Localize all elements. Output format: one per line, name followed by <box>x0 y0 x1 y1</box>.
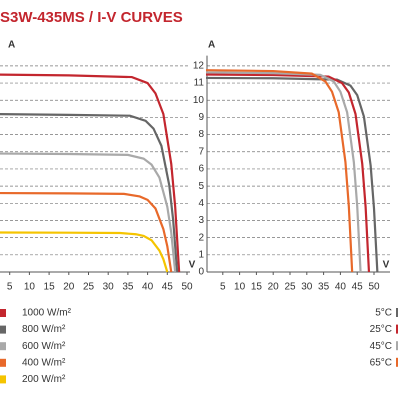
x-tick-label: 5 <box>7 282 13 293</box>
y-tick-label: 4 <box>198 198 204 209</box>
x-tick-label: 35 <box>122 282 134 293</box>
y-tick-label: 5 <box>198 181 204 192</box>
legend-swatch <box>396 341 398 351</box>
iv-curve <box>0 152 177 273</box>
x-tick-label: 25 <box>83 282 95 293</box>
x-tick-label: 50 <box>181 282 193 293</box>
page-title: S3W-435MS / I-V CURVES <box>0 9 183 26</box>
x-tick-label: 40 <box>335 282 347 293</box>
legend-swatch <box>396 357 398 367</box>
x-tick-label: 45 <box>352 282 364 293</box>
y-axis-label: A <box>8 40 15 51</box>
y-tick-label: 11 <box>194 78 205 89</box>
legend-label: 1000 W/m² <box>22 308 72 319</box>
iv-curve <box>0 73 181 273</box>
y-tick-label: 3 <box>198 215 204 226</box>
legend-swatch <box>396 324 398 334</box>
y-tick-label: 12 <box>193 61 205 72</box>
iv-curve <box>0 231 169 273</box>
y-tick-label: 6 <box>198 164 204 175</box>
x-tick-label: 35 <box>318 282 330 293</box>
legend-label: 600 W/m² <box>22 341 66 352</box>
iv-curve <box>205 76 379 273</box>
y-tick-label: 1 <box>198 249 204 260</box>
x-tick-label: 25 <box>284 282 296 293</box>
legend-swatch <box>0 375 6 384</box>
x-tick-label: 15 <box>44 282 56 293</box>
legend-swatch <box>0 358 6 367</box>
x-tick-label: 45 <box>162 282 174 293</box>
iv-curve <box>205 71 362 273</box>
iv-curve <box>0 112 179 273</box>
legend-label: 400 W/m² <box>22 357 66 368</box>
legend-label: 800 W/m² <box>22 324 66 335</box>
x-axis-label: V <box>189 260 196 271</box>
legend-swatch <box>396 308 398 317</box>
iv-curve <box>0 191 173 273</box>
x-tick-label: 15 <box>251 282 263 293</box>
x-tick-label: 50 <box>368 282 380 293</box>
y-tick-label: 10 <box>193 95 205 106</box>
x-tick-label: 20 <box>268 282 280 293</box>
legend-swatch <box>0 325 6 334</box>
y-tick-label: 8 <box>198 129 204 140</box>
x-tick-label: 20 <box>63 282 75 293</box>
legend-label: 25°C <box>370 324 392 335</box>
x-tick-label: 40 <box>142 282 154 293</box>
x-tick-label: 10 <box>24 282 36 293</box>
y-tick-label: 7 <box>198 146 204 157</box>
legend-swatch <box>0 309 6 317</box>
iv-curve <box>205 73 371 273</box>
legend-swatch <box>0 342 6 351</box>
legend-label: 5°C <box>375 308 392 319</box>
y-tick-label: 9 <box>198 112 204 123</box>
x-tick-label: 10 <box>234 282 246 293</box>
x-tick-label: 30 <box>301 282 313 293</box>
y-axis-label: A <box>208 40 215 51</box>
x-axis-label: V <box>383 260 390 271</box>
legend-label: 65°C <box>370 357 392 368</box>
legend-label: 45°C <box>370 341 392 352</box>
y-tick-label: 2 <box>198 232 204 243</box>
x-tick-label: 5 <box>220 282 226 293</box>
iv-curve <box>205 69 354 273</box>
y-tick-label: 0 <box>198 267 204 278</box>
legend-label: 200 W/m² <box>22 374 66 385</box>
x-tick-label: 30 <box>103 282 115 293</box>
